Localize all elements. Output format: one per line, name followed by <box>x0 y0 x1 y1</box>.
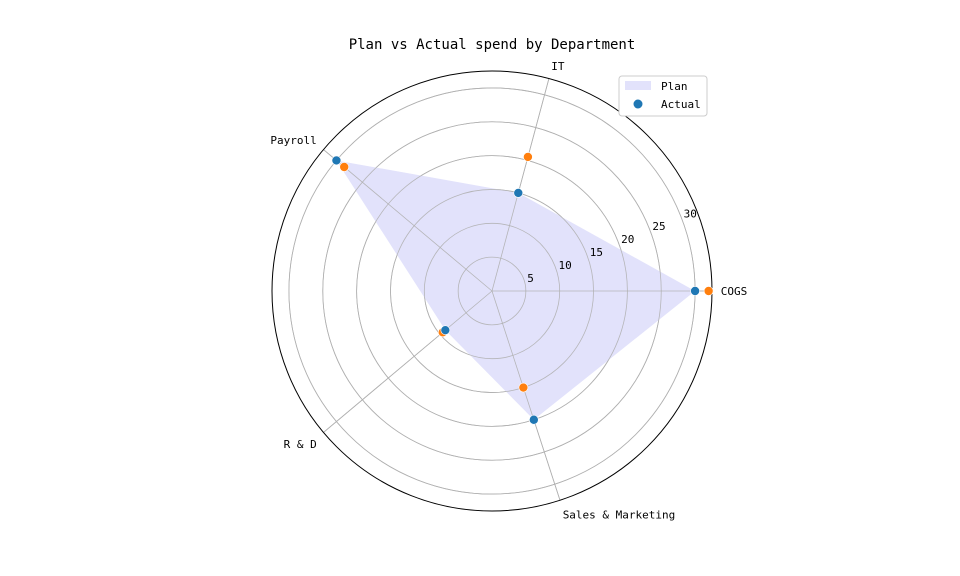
legend: Plan Actual <box>618 75 708 117</box>
series2-point-sales-marketing <box>518 382 529 393</box>
actual-point-cogs <box>690 286 700 296</box>
radial-tick-5: 5 <box>527 272 534 285</box>
radial-tick-25: 25 <box>652 220 665 233</box>
radial-tick-10: 10 <box>559 259 572 272</box>
radial-tick-30: 30 <box>684 207 697 220</box>
plan-area <box>336 160 696 420</box>
series2-point-payroll <box>339 162 350 172</box>
category-label-sales-marketing: Sales & Marketing <box>563 509 676 522</box>
actual-point-it <box>513 188 524 198</box>
category-label-cogs: COGS <box>721 285 748 298</box>
series2-point-cogs <box>703 286 714 296</box>
legend-swatch-plan <box>625 81 651 90</box>
actual-point-sales-marketing <box>529 414 539 425</box>
spoke-overlay-3 <box>323 290 493 433</box>
legend-marker-actual <box>633 99 643 109</box>
series2-point-it <box>523 152 533 162</box>
legend-label-actual: Actual <box>661 98 701 111</box>
actual-point-payroll <box>331 155 342 166</box>
radial-tick-15: 15 <box>590 246 603 259</box>
spoke-overlay-2 <box>323 149 493 292</box>
category-label-payroll: Payroll <box>270 134 316 147</box>
actual-point-r-d <box>440 325 451 335</box>
series-layer <box>271 70 714 512</box>
axis-labels: 5 10 15 20 25 30 COGS IT Payroll R & D Sales & Mar… <box>270 60 747 522</box>
category-label-r-d: R & D <box>284 438 317 451</box>
spoke-overlay-4 <box>491 290 561 501</box>
spoke-overlay-1 <box>491 78 550 292</box>
radial-tick-20: 20 <box>621 233 634 246</box>
category-label-it: IT <box>551 60 565 73</box>
chart-title: Plan vs Actual spend by Department <box>349 37 636 53</box>
legend-label-plan: Plan <box>661 80 688 93</box>
